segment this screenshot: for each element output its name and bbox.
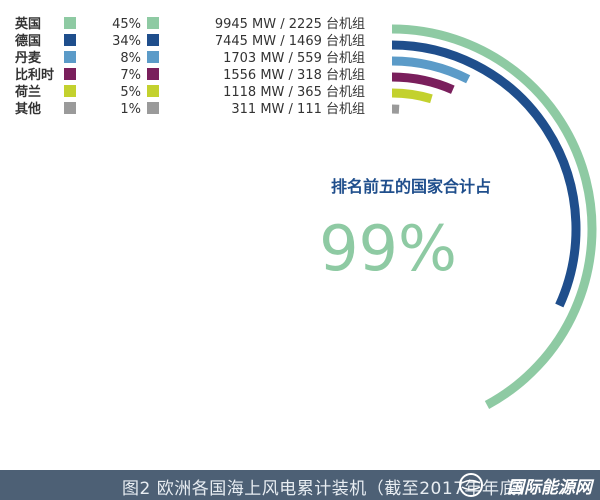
legend-country-5: 其他 <box>15 101 41 117</box>
legend-country-0: 英国 <box>14 16 41 32</box>
legend-swatch-1 <box>64 34 76 46</box>
legend-percent-0: 45% <box>112 17 141 32</box>
radial-bar-4 <box>391 88 433 104</box>
legend-swatch-b-2 <box>147 51 159 63</box>
legend-swatch-b-3 <box>147 68 159 80</box>
legend-percent-4: 5% <box>120 85 141 100</box>
legend-percent-2: 8% <box>120 51 141 66</box>
legend-capacity-1: 7445 MW / 1469 台机组 <box>215 34 365 49</box>
radial-bar-0 <box>391 24 597 409</box>
legend-swatch-b-1 <box>147 34 159 46</box>
legend-swatch-4 <box>64 85 76 97</box>
legend-swatch-b-5 <box>147 102 159 114</box>
watermark-logo: 国际能源网 <box>507 478 592 498</box>
legend-swatch-3 <box>64 68 76 80</box>
legend-country-3: 比利时 <box>15 67 54 83</box>
radial-bars <box>391 24 597 409</box>
legend-percent-5: 1% <box>120 102 141 117</box>
legend-country-4: 荷兰 <box>14 84 41 100</box>
legend-percent-1: 34% <box>112 34 141 49</box>
legend-country-2: 丹麦 <box>15 50 42 66</box>
legend-swatch-5 <box>64 102 76 114</box>
legend-swatch-2 <box>64 51 76 63</box>
annotation-label: 排名前五的国家合计占 <box>331 177 491 196</box>
figure-caption: 图2 欧洲各国海上风电累计装机（截至2017年年底） <box>122 479 535 499</box>
legend-capacity-4: 1118 MW / 365 台机组 <box>223 85 365 100</box>
legend-swatch-b-0 <box>147 17 159 29</box>
legend-swatch-0 <box>64 17 76 29</box>
radial-bar-3 <box>391 72 455 94</box>
legend-capacity-2: 1703 MW / 559 台机组 <box>223 51 365 66</box>
caption-bar: 图2 欧洲各国海上风电累计装机（截至2017年年底） 国际能源网 <box>0 470 600 500</box>
radial-bar-2 <box>391 56 471 84</box>
legend-country-1: 德国 <box>15 33 41 49</box>
legend-percent-3: 7% <box>120 68 141 83</box>
legend-swatch-b-4 <box>147 85 159 97</box>
radial-bar-1 <box>391 40 581 308</box>
legend-capacity-0: 9945 MW / 2225 台机组 <box>215 17 365 32</box>
legend-capacity-5: 311 MW / 111 台机组 <box>231 102 365 117</box>
legend-capacity-3: 1556 MW / 318 台机组 <box>223 68 365 83</box>
globe-logo-icon <box>459 473 483 497</box>
annotation-value: 99% <box>319 212 457 285</box>
